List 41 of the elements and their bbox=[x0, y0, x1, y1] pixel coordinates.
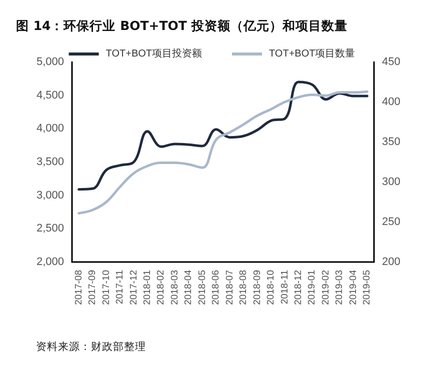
x-tick-label: 2019-02 bbox=[320, 270, 332, 305]
x-tick-label: 2019-01 bbox=[306, 270, 318, 305]
chart-title: 图 14：环保行业 BOT+TOT 投资额（亿元）和项目数量 bbox=[16, 18, 348, 35]
x-tick-label: 2018-05 bbox=[196, 270, 208, 305]
y-tick-label: 3,000 bbox=[36, 189, 64, 202]
x-tick-label: 2018-06 bbox=[210, 270, 222, 305]
x-tick-label: 2017-08 bbox=[73, 270, 84, 305]
x-tick-label: 2018-02 bbox=[156, 270, 167, 305]
x-tick-label: 2018-10 bbox=[266, 270, 277, 305]
x-tick-label: 2018-09 bbox=[252, 270, 263, 305]
y-tick-label: 4,000 bbox=[36, 122, 64, 135]
x-tick-label: 2018-12 bbox=[293, 270, 304, 305]
x-tick-label: 2017-09 bbox=[87, 270, 98, 305]
line-series bbox=[78, 90, 368, 214]
x-tick-label: 2019-03 bbox=[334, 270, 346, 305]
y2-tick-label: 450 bbox=[382, 56, 400, 68]
y2-tick-label: 250 bbox=[382, 216, 400, 228]
x-tick-label: 2017-11 bbox=[114, 270, 126, 304]
x-tick-label: 2018-11 bbox=[279, 270, 290, 304]
x-tick-label: 2018-07 bbox=[224, 270, 236, 305]
y-tick-label: 4,500 bbox=[36, 89, 64, 102]
y2-tick-label: 200 bbox=[382, 256, 400, 268]
x-tick-label: 2017-12 bbox=[128, 270, 140, 305]
legend-label: TOT+BOT项目投资额 bbox=[106, 48, 202, 60]
y-tick-label: 3,500 bbox=[36, 156, 64, 168]
x-tick-label: 2019-05 bbox=[362, 270, 373, 305]
text: 资料来源：财政部整理 bbox=[36, 340, 146, 354]
x-tick-label: 2018-03 bbox=[169, 270, 180, 305]
line-series bbox=[78, 80, 368, 191]
x-tick-label: 2019-04 bbox=[348, 270, 359, 305]
x-tick-label: 2018-08 bbox=[238, 270, 250, 305]
y-tick-label: 2,500 bbox=[36, 222, 64, 235]
x-tick-label: 2018-01 bbox=[142, 270, 153, 305]
legend-label: TOT+BOT项目数量 bbox=[269, 48, 356, 60]
x-tick-label: 2017-10 bbox=[100, 270, 112, 305]
x-tick-label: 2018-04 bbox=[183, 270, 194, 305]
y-tick-label: 5,000 bbox=[36, 56, 64, 68]
y2-tick-label: 350 bbox=[382, 136, 400, 148]
y2-tick-label: 300 bbox=[382, 176, 400, 188]
y-tick-label: 2,000 bbox=[36, 256, 64, 268]
y2-tick-label: 400 bbox=[382, 96, 400, 108]
